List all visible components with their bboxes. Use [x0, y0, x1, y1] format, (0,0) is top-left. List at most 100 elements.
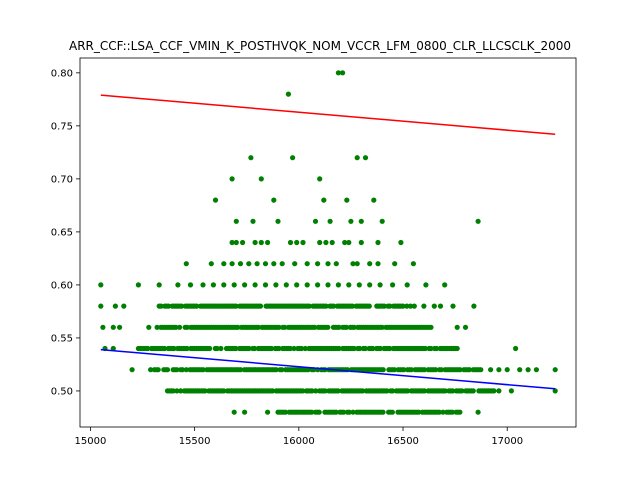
- data-point: [302, 345, 308, 352]
- data-point: [233, 218, 239, 224]
- data-point: [309, 409, 315, 415]
- data-point: [354, 261, 360, 267]
- data-point: [279, 367, 285, 373]
- data-point: [276, 324, 282, 330]
- data-point: [218, 345, 224, 352]
- data-point: [309, 388, 315, 394]
- data-point: [335, 70, 341, 76]
- data-point: [100, 324, 106, 330]
- data-point: [323, 303, 329, 309]
- data-point: [317, 239, 323, 246]
- data-point: [306, 303, 312, 309]
- data-point: [300, 388, 306, 394]
- data-point: [408, 367, 414, 373]
- data-point: [343, 324, 350, 330]
- data-point: [470, 388, 476, 394]
- y-tick-label: 0.50: [51, 386, 73, 397]
- data-point: [208, 261, 214, 267]
- data-point: [257, 303, 264, 309]
- data-point: [200, 282, 206, 288]
- data-point: [238, 367, 244, 373]
- data-point: [250, 218, 256, 224]
- data-point: [246, 345, 252, 352]
- data-point: [401, 367, 407, 373]
- data-point: [174, 388, 180, 394]
- data-point: [229, 176, 235, 182]
- data-point: [428, 345, 434, 352]
- data-point: [207, 345, 213, 352]
- data-point: [517, 367, 523, 373]
- data-point: [112, 303, 118, 309]
- data-point: [282, 409, 289, 415]
- data-point: [276, 345, 282, 352]
- data-point: [246, 261, 252, 267]
- data-point: [315, 282, 321, 288]
- data-point: [462, 324, 469, 330]
- data-point: [340, 70, 346, 76]
- data-point: [351, 345, 357, 352]
- data-point: [488, 367, 494, 373]
- x-tick-label: 16000: [283, 436, 315, 447]
- data-point: [255, 324, 261, 330]
- data-point: [183, 367, 189, 373]
- data-point: [379, 218, 385, 224]
- data-point: [162, 345, 168, 352]
- data-point: [400, 303, 406, 309]
- data-point: [457, 409, 463, 415]
- data-point: [508, 388, 514, 394]
- data-point: [166, 303, 172, 309]
- data-point: [292, 261, 298, 267]
- data-point: [341, 409, 347, 415]
- data-point: [454, 345, 460, 352]
- y-tick-label: 0.80: [51, 68, 73, 79]
- data-point: [158, 303, 164, 309]
- data-point: [164, 367, 171, 373]
- data-point: [366, 303, 372, 309]
- y-tick-label: 0.65: [51, 227, 73, 238]
- data-point: [389, 409, 395, 415]
- data-point: [312, 218, 319, 224]
- data-point: [377, 282, 383, 288]
- data-point: [360, 388, 366, 394]
- data-point: [333, 261, 339, 267]
- data-point: [325, 282, 331, 288]
- data-point: [433, 367, 439, 373]
- data-point: [221, 282, 227, 288]
- data-point: [434, 345, 440, 352]
- data-point: [351, 324, 357, 330]
- data-point: [442, 282, 448, 288]
- data-point: [327, 218, 333, 224]
- y-tick-label: 0.55: [51, 333, 73, 344]
- data-point: [437, 303, 444, 309]
- data-point: [184, 324, 190, 330]
- data-point: [491, 388, 497, 394]
- data-point: [110, 345, 116, 352]
- data-point: [233, 239, 239, 246]
- x-tick-label: 17000: [491, 436, 523, 447]
- data-point: [440, 409, 446, 415]
- data-point: [449, 409, 455, 415]
- data-point: [304, 261, 310, 267]
- data-point: [450, 388, 456, 394]
- data-point: [312, 324, 318, 330]
- data-point: [450, 303, 456, 309]
- data-point: [552, 388, 558, 394]
- data-point: [350, 261, 356, 267]
- data-point: [98, 303, 104, 309]
- points-layer: [98, 70, 558, 415]
- data-point: [305, 367, 311, 373]
- x-tick-label: 16500: [387, 436, 419, 447]
- trend-lines-layer: [100, 94, 556, 390]
- data-point: [513, 345, 519, 352]
- data-point: [273, 367, 279, 373]
- data-point: [375, 261, 381, 267]
- data-point: [321, 197, 327, 203]
- data-point: [129, 367, 135, 373]
- data-point: [329, 239, 335, 246]
- data-point: [335, 388, 341, 394]
- chart-title: ARR_CCF::LSA_CCF_VMIN_K_POSTHVQK_NOM_VCC…: [69, 39, 571, 53]
- data-point: [178, 388, 184, 394]
- data-point: [183, 261, 189, 267]
- data-point: [179, 303, 185, 309]
- data-point: [404, 282, 410, 288]
